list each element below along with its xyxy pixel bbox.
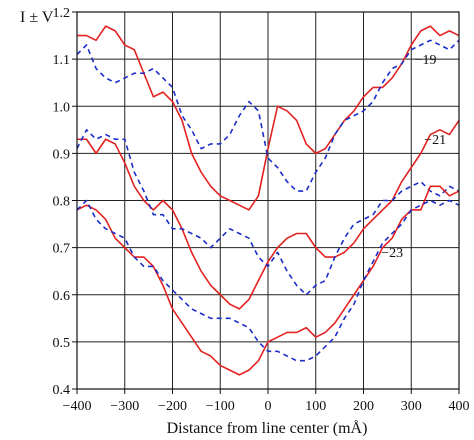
series-annotation: −23 [381, 246, 403, 261]
x-tick-label: 300 [401, 399, 422, 414]
y-tick-label: 0.7 [53, 242, 71, 257]
y-tick-label: 1.1 [53, 53, 71, 68]
x-tick-label: −200 [158, 399, 187, 414]
series-line-2-dashed [76, 39, 460, 192]
grid-lines [76, 11, 460, 390]
x-tick-label: 200 [353, 399, 374, 414]
series-line-1-solid [77, 25, 460, 211]
x-tick-label: −100 [206, 399, 235, 414]
series-annotation: −19 [415, 53, 437, 68]
y-tick-label: 0.4 [53, 383, 71, 398]
series-line-4-dashed [76, 129, 460, 296]
y-tick-label: 0.9 [53, 147, 71, 162]
series-line-6-dashed [76, 199, 460, 362]
axes [72, 11, 460, 394]
x-tick-label: 0 [265, 399, 272, 414]
tick-labels: −400 −300 −200 −100 0 100 200 300 400 0.4 0.5 0.6 0.… [53, 6, 470, 414]
y-tick-label: 0.8 [53, 195, 71, 210]
x-tick-label: −400 [63, 399, 92, 414]
plot-series [76, 25, 460, 376]
y-tick-label: 1.0 [53, 100, 71, 115]
x-tick-label: 100 [305, 399, 326, 414]
y-tick-label: 0.6 [53, 289, 71, 304]
x-tick-label: −300 [110, 399, 139, 414]
x-tick-label: 400 [449, 399, 470, 414]
y-tick-label: 1.2 [53, 6, 71, 21]
series-line-3-solid [77, 119, 460, 310]
series-annotation: −21 [424, 133, 446, 148]
series-line-5-solid [76, 185, 460, 376]
series-annotations: −19 −21 −23 [381, 53, 446, 261]
x-axis-label: Distance from line center (mÅ) [167, 419, 368, 437]
y-axis-label: I ± V [20, 9, 54, 26]
y-tick-label: 0.5 [53, 336, 71, 351]
